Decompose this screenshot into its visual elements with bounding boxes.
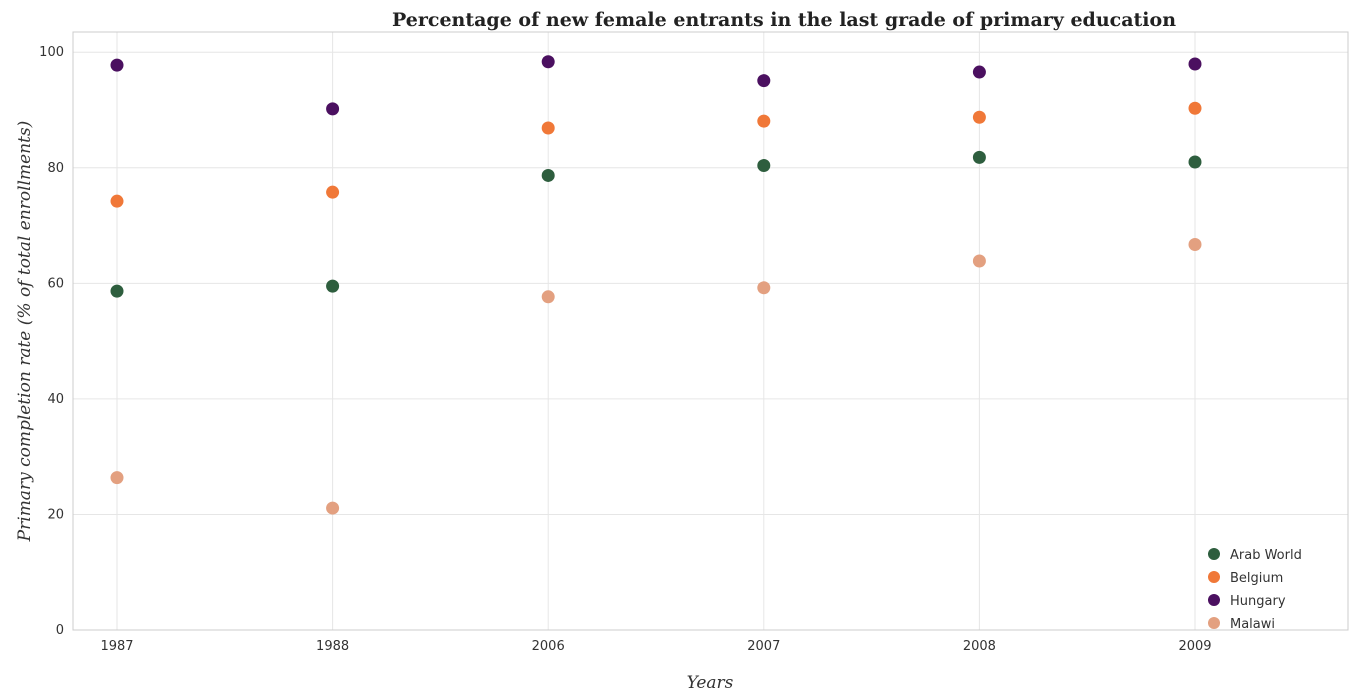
- y-axis-label: Primary completion rate (% of total enro…: [15, 121, 35, 543]
- x-tick-label: 2009: [1178, 639, 1211, 654]
- y-tick-label: 80: [47, 161, 64, 176]
- legend-marker: [1208, 617, 1220, 629]
- data-point: [326, 501, 340, 515]
- data-point: [326, 102, 340, 116]
- data-point: [110, 471, 124, 485]
- plot-frame: [72, 31, 1349, 631]
- data-point: [1188, 57, 1202, 71]
- x-axis-label: Years: [687, 673, 734, 693]
- data-point: [326, 279, 340, 293]
- y-tick-label: 40: [47, 392, 64, 407]
- data-point: [972, 150, 986, 164]
- data-point: [972, 254, 986, 268]
- data-point: [972, 110, 986, 124]
- x-axis-ticks: 1987 1988 2006 2007 2008 2009: [100, 639, 1211, 654]
- data-point: [541, 121, 555, 135]
- y-tick-label: 20: [47, 507, 64, 522]
- x-tick-label: 1987: [100, 639, 133, 654]
- grid: [73, 32, 1348, 631]
- x-tick-label: 2008: [963, 639, 996, 654]
- y-tick-label: 60: [47, 276, 64, 291]
- legend-label: Malawi: [1230, 617, 1275, 632]
- data-point: [757, 281, 771, 295]
- legend-label: Belgium: [1230, 571, 1283, 586]
- data-points: [110, 55, 1202, 515]
- data-point: [110, 194, 124, 208]
- data-point: [541, 55, 555, 69]
- data-point: [1188, 238, 1202, 252]
- legend-label: Hungary: [1230, 594, 1286, 609]
- data-point: [1188, 101, 1202, 115]
- data-point: [972, 65, 986, 79]
- data-point: [1188, 155, 1202, 169]
- legend: Arab World Belgium Hungary Malawi: [1208, 548, 1302, 632]
- data-point: [757, 159, 771, 173]
- legend-label: Arab World: [1230, 548, 1302, 563]
- legend-marker: [1208, 548, 1220, 560]
- data-point: [110, 58, 124, 72]
- data-point: [757, 114, 771, 128]
- y-axis-ticks: 0 20 40 60 80 100: [39, 45, 64, 638]
- legend-marker: [1208, 594, 1220, 606]
- x-tick-label: 2006: [532, 639, 565, 654]
- data-point: [541, 290, 555, 304]
- data-point: [541, 168, 555, 182]
- legend-marker: [1208, 571, 1220, 583]
- x-tick-label: 1988: [316, 639, 349, 654]
- data-point: [757, 74, 771, 88]
- data-point: [326, 185, 340, 199]
- chart-title: Percentage of new female entrants in the…: [392, 9, 1176, 31]
- y-tick-label: 100: [39, 45, 64, 60]
- y-tick-label: 0: [56, 623, 64, 638]
- data-point: [110, 284, 124, 298]
- x-tick-label: 2007: [747, 639, 780, 654]
